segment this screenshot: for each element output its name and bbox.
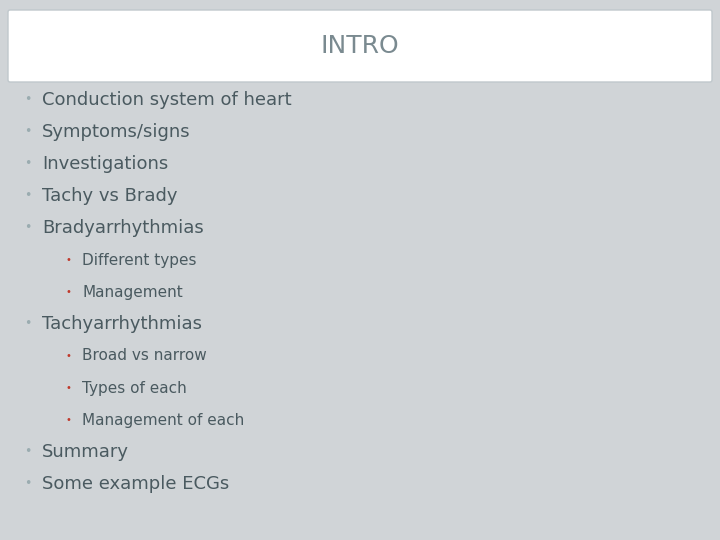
Text: Management of each: Management of each (82, 413, 244, 428)
Text: Investigations: Investigations (42, 155, 168, 173)
Text: •: • (65, 287, 71, 297)
Text: Tachy vs Brady: Tachy vs Brady (42, 187, 178, 205)
Text: INTRO: INTRO (320, 34, 400, 58)
Text: •: • (24, 158, 32, 171)
Text: •: • (24, 318, 32, 330)
Text: Some example ECGs: Some example ECGs (42, 475, 229, 493)
Text: •: • (24, 125, 32, 138)
Text: Bradyarrhythmias: Bradyarrhythmias (42, 219, 204, 237)
Text: Types of each: Types of each (82, 381, 186, 395)
Text: Broad vs narrow: Broad vs narrow (82, 348, 207, 363)
Text: •: • (24, 221, 32, 234)
Text: •: • (24, 446, 32, 458)
Text: Conduction system of heart: Conduction system of heart (42, 91, 292, 109)
Text: •: • (65, 351, 71, 361)
Text: •: • (24, 477, 32, 490)
Text: •: • (65, 415, 71, 425)
Text: •: • (24, 190, 32, 202)
Text: Management: Management (82, 285, 183, 300)
Text: Tachyarrhythmias: Tachyarrhythmias (42, 315, 202, 333)
Text: Summary: Summary (42, 443, 129, 461)
FancyBboxPatch shape (8, 10, 712, 82)
Text: Symptoms/signs: Symptoms/signs (42, 123, 191, 141)
Text: •: • (65, 383, 71, 393)
Text: Different types: Different types (82, 253, 197, 267)
Text: •: • (65, 255, 71, 265)
Text: •: • (24, 93, 32, 106)
